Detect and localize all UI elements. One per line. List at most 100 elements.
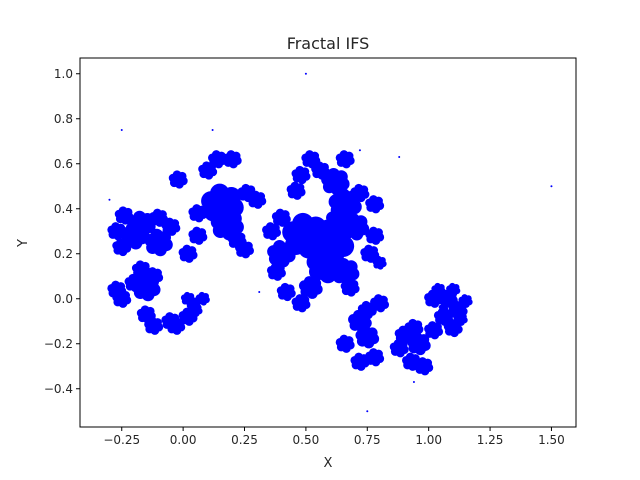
- x-tick-label: 0.00: [170, 433, 197, 447]
- point-cluster-lobe: [460, 313, 467, 320]
- y-tick-label: 0.8: [54, 112, 73, 126]
- point-cluster-lobe: [202, 292, 209, 300]
- point-cluster-lobe: [153, 268, 162, 278]
- point-cluster-lobe: [433, 322, 442, 332]
- point-cluster: [298, 276, 323, 299]
- y-tick-label: 0.2: [54, 247, 73, 261]
- point-cluster-lobe: [170, 219, 180, 228]
- point-cluster: [286, 181, 306, 200]
- point-cluster-lobe: [236, 232, 246, 242]
- point-cluster: [144, 228, 173, 257]
- point-cluster-lobe: [359, 185, 369, 194]
- point-cluster-lobe: [140, 212, 154, 226]
- axes-frame: [79, 57, 577, 428]
- point-cluster-lobe: [374, 349, 383, 359]
- point-cluster-lobe: [413, 320, 423, 329]
- point-cluster-lobe: [465, 295, 472, 302]
- point-cluster-lobe: [354, 215, 368, 229]
- point-cluster: [291, 294, 311, 313]
- point-cluster: [370, 294, 390, 313]
- point-cluster-lobe: [187, 246, 197, 255]
- point-cluster-lobe: [374, 228, 383, 237]
- point-cluster-lobe: [177, 171, 187, 181]
- point-cluster: [132, 273, 161, 302]
- point-cluster: [291, 165, 311, 185]
- x-tick-label: 0.25: [231, 433, 258, 447]
- point-cluster-lobe: [344, 151, 354, 161]
- point-cluster: [436, 294, 446, 304]
- y-tick-label: −0.2: [44, 337, 73, 351]
- point-cluster: [458, 294, 473, 308]
- point-cluster: [389, 339, 409, 358]
- point-cluster-lobe: [153, 318, 162, 327]
- point-cluster: [424, 321, 444, 340]
- point-cluster: [271, 208, 291, 227]
- point-cluster: [321, 168, 350, 196]
- point-cluster-lobe: [285, 284, 295, 293]
- scatter-point: [120, 129, 123, 131]
- point-cluster-lobe: [145, 275, 159, 289]
- point-cluster-lobe: [310, 151, 320, 161]
- point-cluster: [326, 206, 355, 234]
- point-cluster: [355, 325, 380, 349]
- x-axis: −0.25 0.00 0.25 0.50 0.75 1.00 1.25 1.50: [103, 427, 565, 447]
- point-cluster: [446, 282, 461, 297]
- point-cluster-lobe: [359, 311, 371, 323]
- point-cluster: [301, 150, 321, 169]
- y-axis: −0.4 −0.2 0.0 0.2 0.4 0.6 0.8 1.0: [44, 67, 80, 396]
- point-cluster-lobe: [366, 327, 378, 339]
- point-cluster: [360, 244, 380, 263]
- point-cluster-lobe: [244, 241, 253, 251]
- point-cluster-lobe: [339, 208, 353, 222]
- point-cluster: [235, 240, 254, 259]
- point-cluster: [340, 278, 360, 297]
- point-cluster: [438, 303, 449, 313]
- x-tick-label: 1.50: [538, 433, 565, 447]
- point-cluster-lobe: [195, 304, 202, 311]
- point-cluster-lobe: [418, 334, 430, 345]
- point-cluster: [247, 190, 267, 209]
- point-cluster: [262, 222, 282, 241]
- scatter-point: [550, 185, 553, 188]
- point-cluster: [195, 291, 210, 306]
- point-cluster: [222, 150, 242, 169]
- point-cluster-lobe: [256, 192, 266, 201]
- point-cluster-lobe: [116, 282, 126, 291]
- point-cluster-lobe: [398, 340, 408, 350]
- scatter-point: [378, 264, 381, 266]
- point-cluster: [335, 334, 355, 353]
- point-cluster-lobe: [300, 167, 310, 176]
- scatter-points: [107, 72, 553, 413]
- point-cluster-lobe: [231, 151, 241, 161]
- point-cluster: [431, 282, 446, 297]
- point-cluster-lobe: [423, 358, 433, 368]
- scatter-point: [304, 72, 307, 75]
- point-cluster-lobe: [344, 190, 360, 206]
- point-cluster-lobe: [158, 210, 167, 219]
- point-cluster-lobe: [379, 295, 388, 305]
- point-cluster: [178, 244, 198, 263]
- scatter-point: [412, 381, 415, 383]
- point-cluster: [188, 303, 203, 317]
- point-cluster-lobe: [121, 291, 131, 300]
- point-cluster-lobe: [344, 336, 354, 345]
- point-cluster: [453, 312, 468, 326]
- point-cluster-lobe: [141, 261, 150, 271]
- y-tick-label: 1.0: [54, 67, 73, 81]
- point-cluster: [119, 222, 149, 250]
- chart-title: Fractal IFS: [287, 34, 370, 53]
- scatter-point: [398, 156, 401, 158]
- point-cluster: [168, 170, 188, 189]
- point-cluster: [201, 183, 244, 225]
- point-cluster-lobe: [334, 170, 348, 184]
- point-cluster: [114, 206, 134, 225]
- y-tick-label: 0.0: [54, 292, 73, 306]
- point-cluster-lobe: [187, 292, 195, 300]
- point-cluster: [365, 195, 385, 214]
- point-cluster-lobe: [207, 162, 216, 172]
- point-cluster: [276, 282, 296, 302]
- point-cluster-lobe: [369, 246, 379, 255]
- point-cluster-lobe: [197, 228, 207, 237]
- point-cluster-lobe: [379, 256, 386, 264]
